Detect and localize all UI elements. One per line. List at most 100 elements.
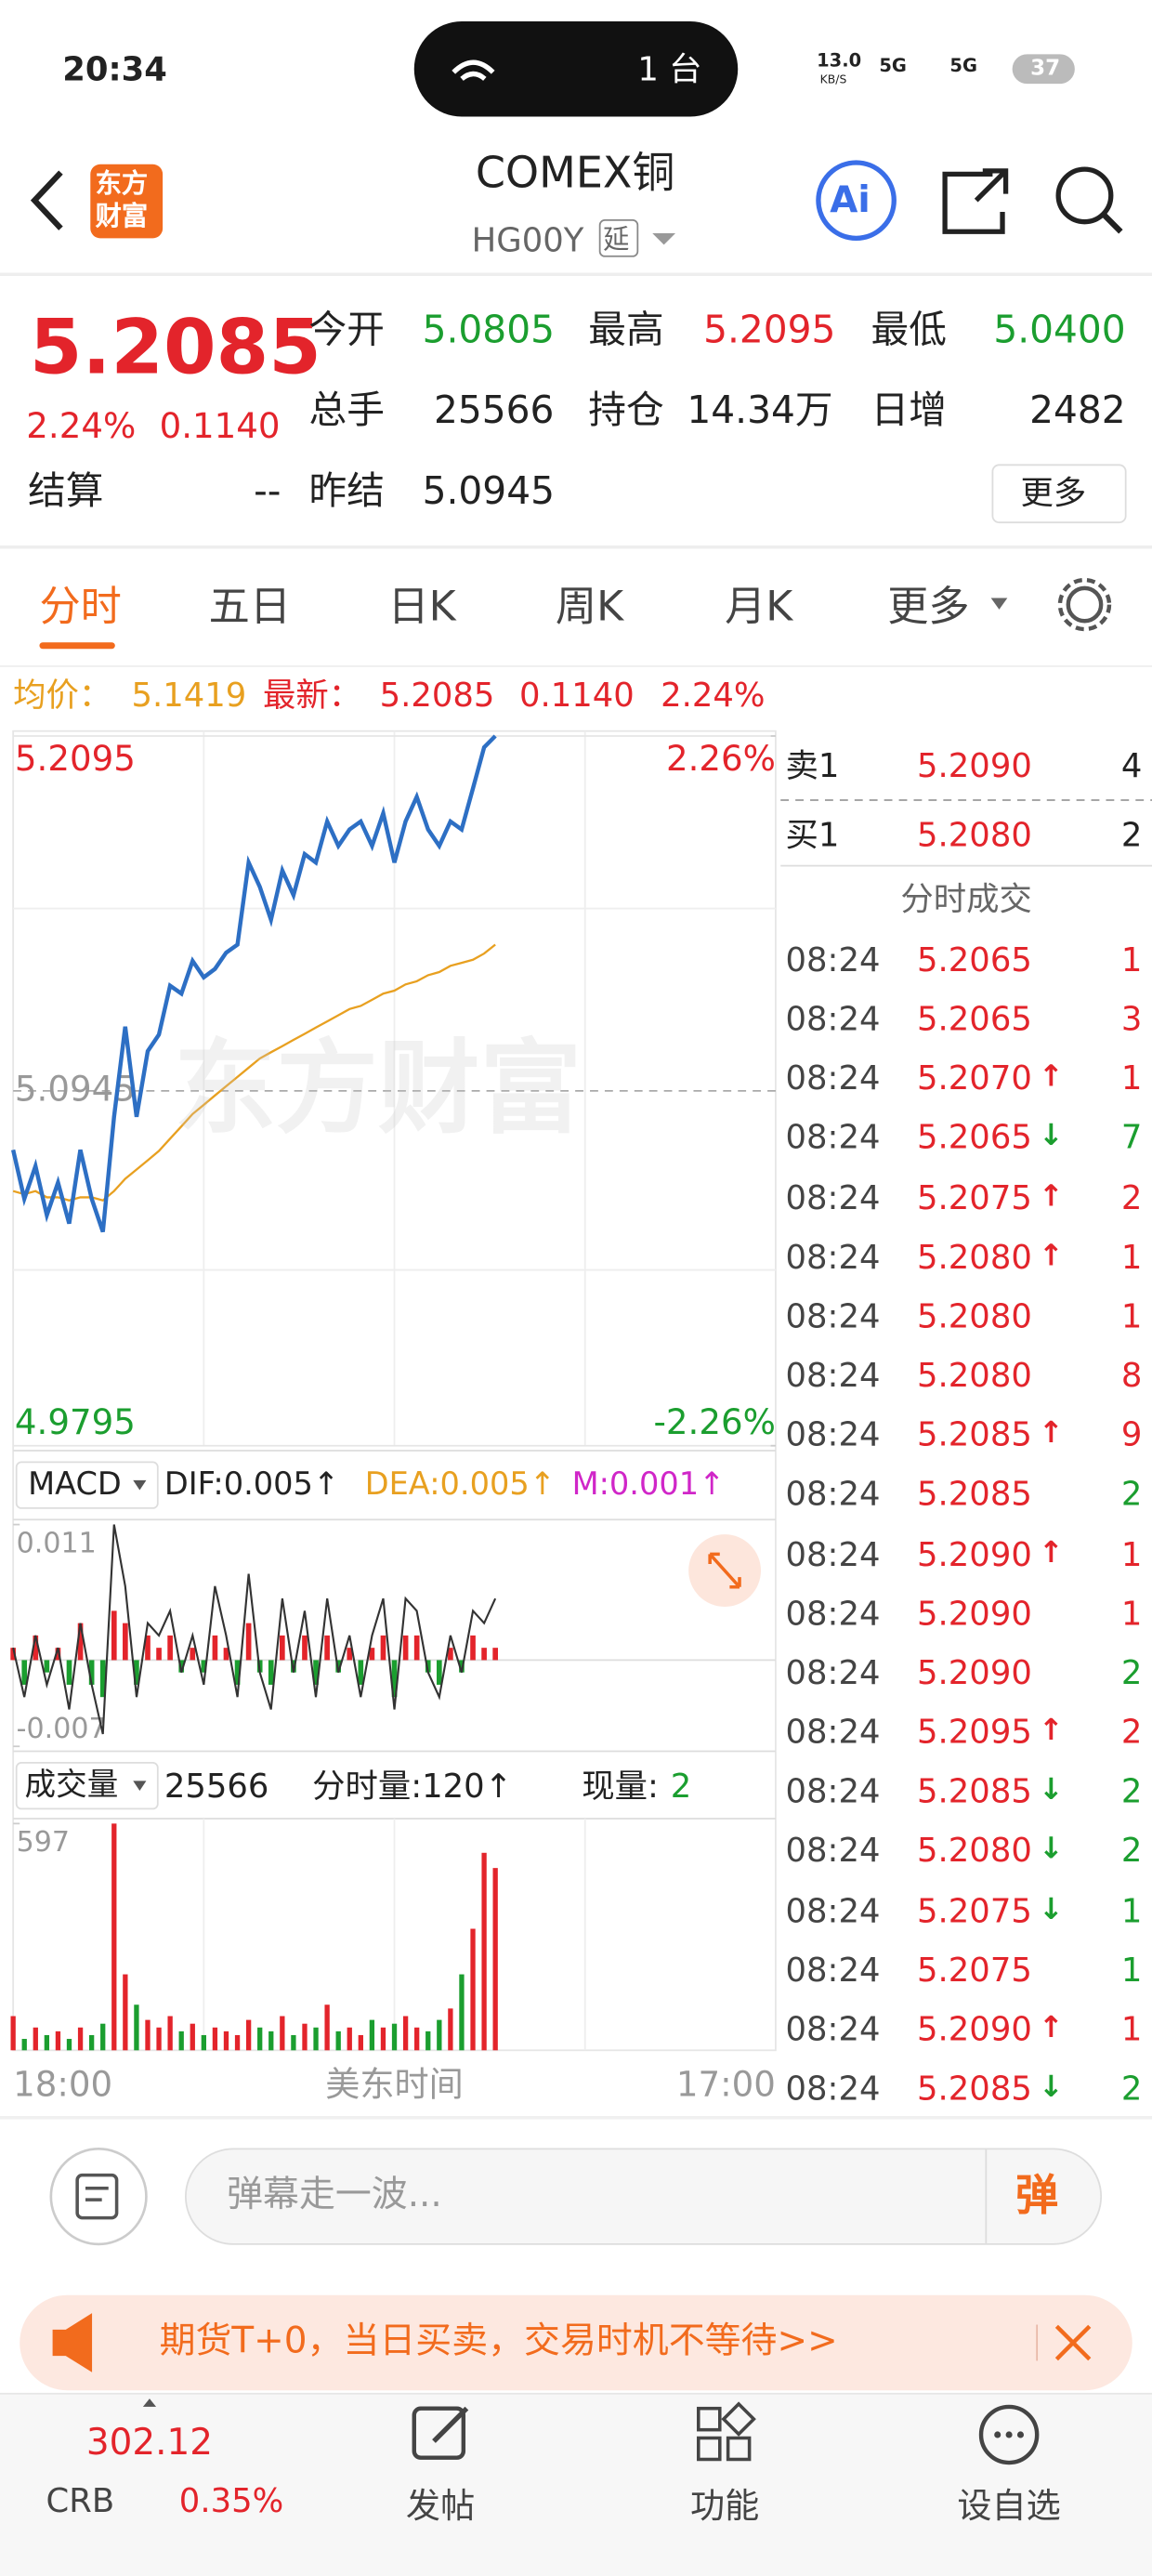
volume-bar — [425, 2031, 431, 2051]
watermark: 东方财富 — [174, 1028, 583, 1149]
trade-price: 5.2080 — [917, 1236, 1032, 1277]
macd-bar — [33, 1635, 39, 1661]
trade-price: 5.2090 — [917, 1533, 1032, 1573]
macd-bar — [358, 1660, 364, 1685]
last-price: 5.2085 — [29, 302, 321, 391]
trade-arrow: ↓ — [1038, 1772, 1064, 1808]
trade-qty: 2 — [1120, 1176, 1143, 1217]
volume-bar — [21, 2039, 27, 2051]
volume-bar — [145, 2019, 151, 2051]
more-button[interactable]: 更多 — [1020, 473, 1087, 513]
volume-bar — [313, 2027, 319, 2051]
tab[interactable]: 分时 — [39, 582, 122, 630]
nav-item[interactable]: 设自选 — [957, 2486, 1061, 2527]
trade-qty: 1 — [1120, 940, 1143, 979]
change-pct: 2.24% — [26, 406, 137, 446]
volume-current-label: 现量: — [582, 1766, 659, 1806]
title: COMEX铜 — [475, 149, 675, 199]
trade-qty: 1 — [1120, 1058, 1143, 1098]
volume-bar — [234, 2034, 241, 2051]
crb-pct[interactable]: 0.35% — [178, 2480, 284, 2520]
volume-bar — [123, 1974, 128, 2051]
trade-qty: 1 — [1120, 1236, 1143, 1277]
trade-qty: 8 — [1120, 1355, 1143, 1396]
volume-bar — [156, 2027, 162, 2051]
danmu-input[interactable]: 弹幕走一波... — [227, 2175, 442, 2216]
macd-label[interactable]: MACD — [28, 1465, 122, 1503]
field-label: 日增 — [871, 389, 947, 433]
x-axis-title: 美东时间 — [325, 2065, 464, 2105]
macd-bar — [324, 1635, 330, 1661]
macd-bar — [223, 1648, 229, 1661]
trade-qty: 9 — [1120, 1414, 1143, 1455]
y-tick-label: 4.9795 — [15, 1402, 136, 1442]
trade-arrow: ↑ — [1038, 1416, 1064, 1452]
trade-arrow: ↓ — [1038, 1832, 1064, 1867]
promo-banner[interactable]: 期货T+0，当日买卖，交易时机不等待>> — [159, 2320, 838, 2363]
macd-bar — [459, 1660, 465, 1673]
macd-bar — [77, 1623, 84, 1661]
volume-bar — [10, 2016, 16, 2051]
trade-time: 08:24 — [785, 1176, 881, 1217]
trade-price: 5.2085 — [917, 1771, 1032, 1811]
trade-qty: 2 — [1120, 2068, 1143, 2109]
volume-bar — [280, 2016, 285, 2051]
tab[interactable]: 更多 — [887, 582, 970, 630]
code: HG00Y — [471, 219, 584, 260]
macd-dif: DIF:0.005↑ — [164, 1465, 340, 1503]
status-island: 1 台 — [637, 49, 702, 89]
volume-bar — [448, 2008, 453, 2051]
battery: 37 — [1030, 56, 1061, 82]
trade-qty: 2 — [1120, 1712, 1143, 1752]
volume-bar — [369, 2019, 375, 2051]
volume-bar — [492, 1868, 498, 2051]
trade-time: 08:24 — [785, 1236, 881, 1277]
tab[interactable]: 日K — [387, 582, 456, 630]
trade-time: 08:24 — [785, 1474, 881, 1514]
tab[interactable]: 五日 — [208, 582, 292, 630]
trade-time: 08:24 — [785, 1058, 881, 1098]
field-value: -- — [254, 470, 281, 514]
macd-bar — [436, 1660, 442, 1685]
latest-label: 最新： — [263, 675, 362, 716]
nav-item[interactable]: 发帖 — [405, 2486, 476, 2527]
trade-qty: 2 — [1120, 1771, 1143, 1811]
bid-qty: 2 — [1120, 814, 1143, 855]
volume-bar — [268, 2031, 274, 2051]
volume-label[interactable]: 成交量 — [24, 1767, 119, 1804]
signal: 5G — [879, 55, 907, 77]
volume-bar — [88, 2034, 95, 2051]
macd-bar — [111, 1610, 117, 1661]
tab[interactable]: 周K — [555, 582, 624, 630]
crb-value[interactable]: 302.12 — [85, 2423, 214, 2464]
status-time: 20:34 — [62, 49, 167, 89]
macd-bar — [402, 1635, 409, 1661]
volume-bar — [470, 1928, 476, 2051]
crb-label[interactable]: CRB — [46, 2480, 115, 2520]
macd-bar — [99, 1660, 106, 1698]
trade-time: 08:24 — [785, 2068, 881, 2109]
danmu-button[interactable]: 弹 — [1015, 2172, 1059, 2222]
nav-item[interactable]: 功能 — [689, 2486, 760, 2527]
volume-current: 2 — [670, 1766, 692, 1806]
trade-qty: 1 — [1120, 1533, 1143, 1573]
trade-arrow: ↑ — [1038, 1535, 1064, 1571]
field-value: 5.0805 — [422, 309, 555, 353]
trade-time: 08:24 — [785, 1949, 881, 1990]
trade-price: 5.2080 — [917, 1831, 1032, 1871]
trade-price: 5.2065 — [917, 999, 1032, 1039]
tab[interactable]: 月K — [725, 582, 793, 630]
macd-bar — [280, 1635, 285, 1661]
trade-time: 08:24 — [785, 1355, 881, 1396]
volume-total: 25566 — [164, 1766, 269, 1806]
field-value: 2482 — [1029, 389, 1126, 433]
trade-time: 08:24 — [785, 999, 881, 1039]
net-unit: KB/S — [819, 72, 847, 86]
ai-button[interactable]: Ai — [830, 180, 871, 222]
macd-bar — [347, 1648, 353, 1661]
volume-bar — [335, 2031, 341, 2051]
trade-qty: 1 — [1120, 1295, 1143, 1336]
